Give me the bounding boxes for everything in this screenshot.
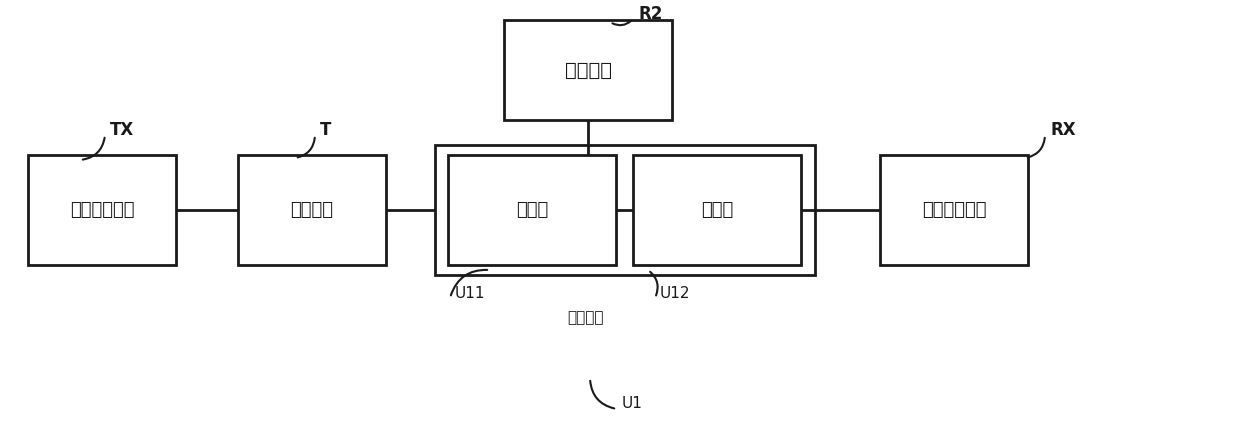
Text: U1: U1 — [622, 396, 642, 412]
Bar — [435, 145, 815, 275]
Text: U11: U11 — [455, 285, 486, 301]
Bar — [503, 20, 672, 120]
Text: U12: U12 — [660, 285, 691, 301]
Bar — [880, 155, 1028, 265]
Bar — [29, 155, 176, 265]
Text: 输入端: 输入端 — [516, 201, 548, 219]
Text: R2: R2 — [639, 5, 662, 23]
Bar — [632, 155, 801, 265]
Text: T: T — [320, 121, 331, 139]
Text: 光耦合器: 光耦合器 — [567, 310, 603, 325]
Bar — [448, 155, 616, 265]
Text: 放大模块: 放大模块 — [290, 201, 334, 219]
Text: 信号接收模块: 信号接收模块 — [921, 201, 986, 219]
Text: TX: TX — [110, 121, 134, 139]
Text: RX: RX — [1050, 121, 1075, 139]
Bar — [238, 155, 386, 265]
Text: 信号传送模块: 信号传送模块 — [69, 201, 134, 219]
Text: 输出端: 输出端 — [701, 201, 733, 219]
Text: 第二电阻: 第二电阻 — [564, 61, 611, 80]
